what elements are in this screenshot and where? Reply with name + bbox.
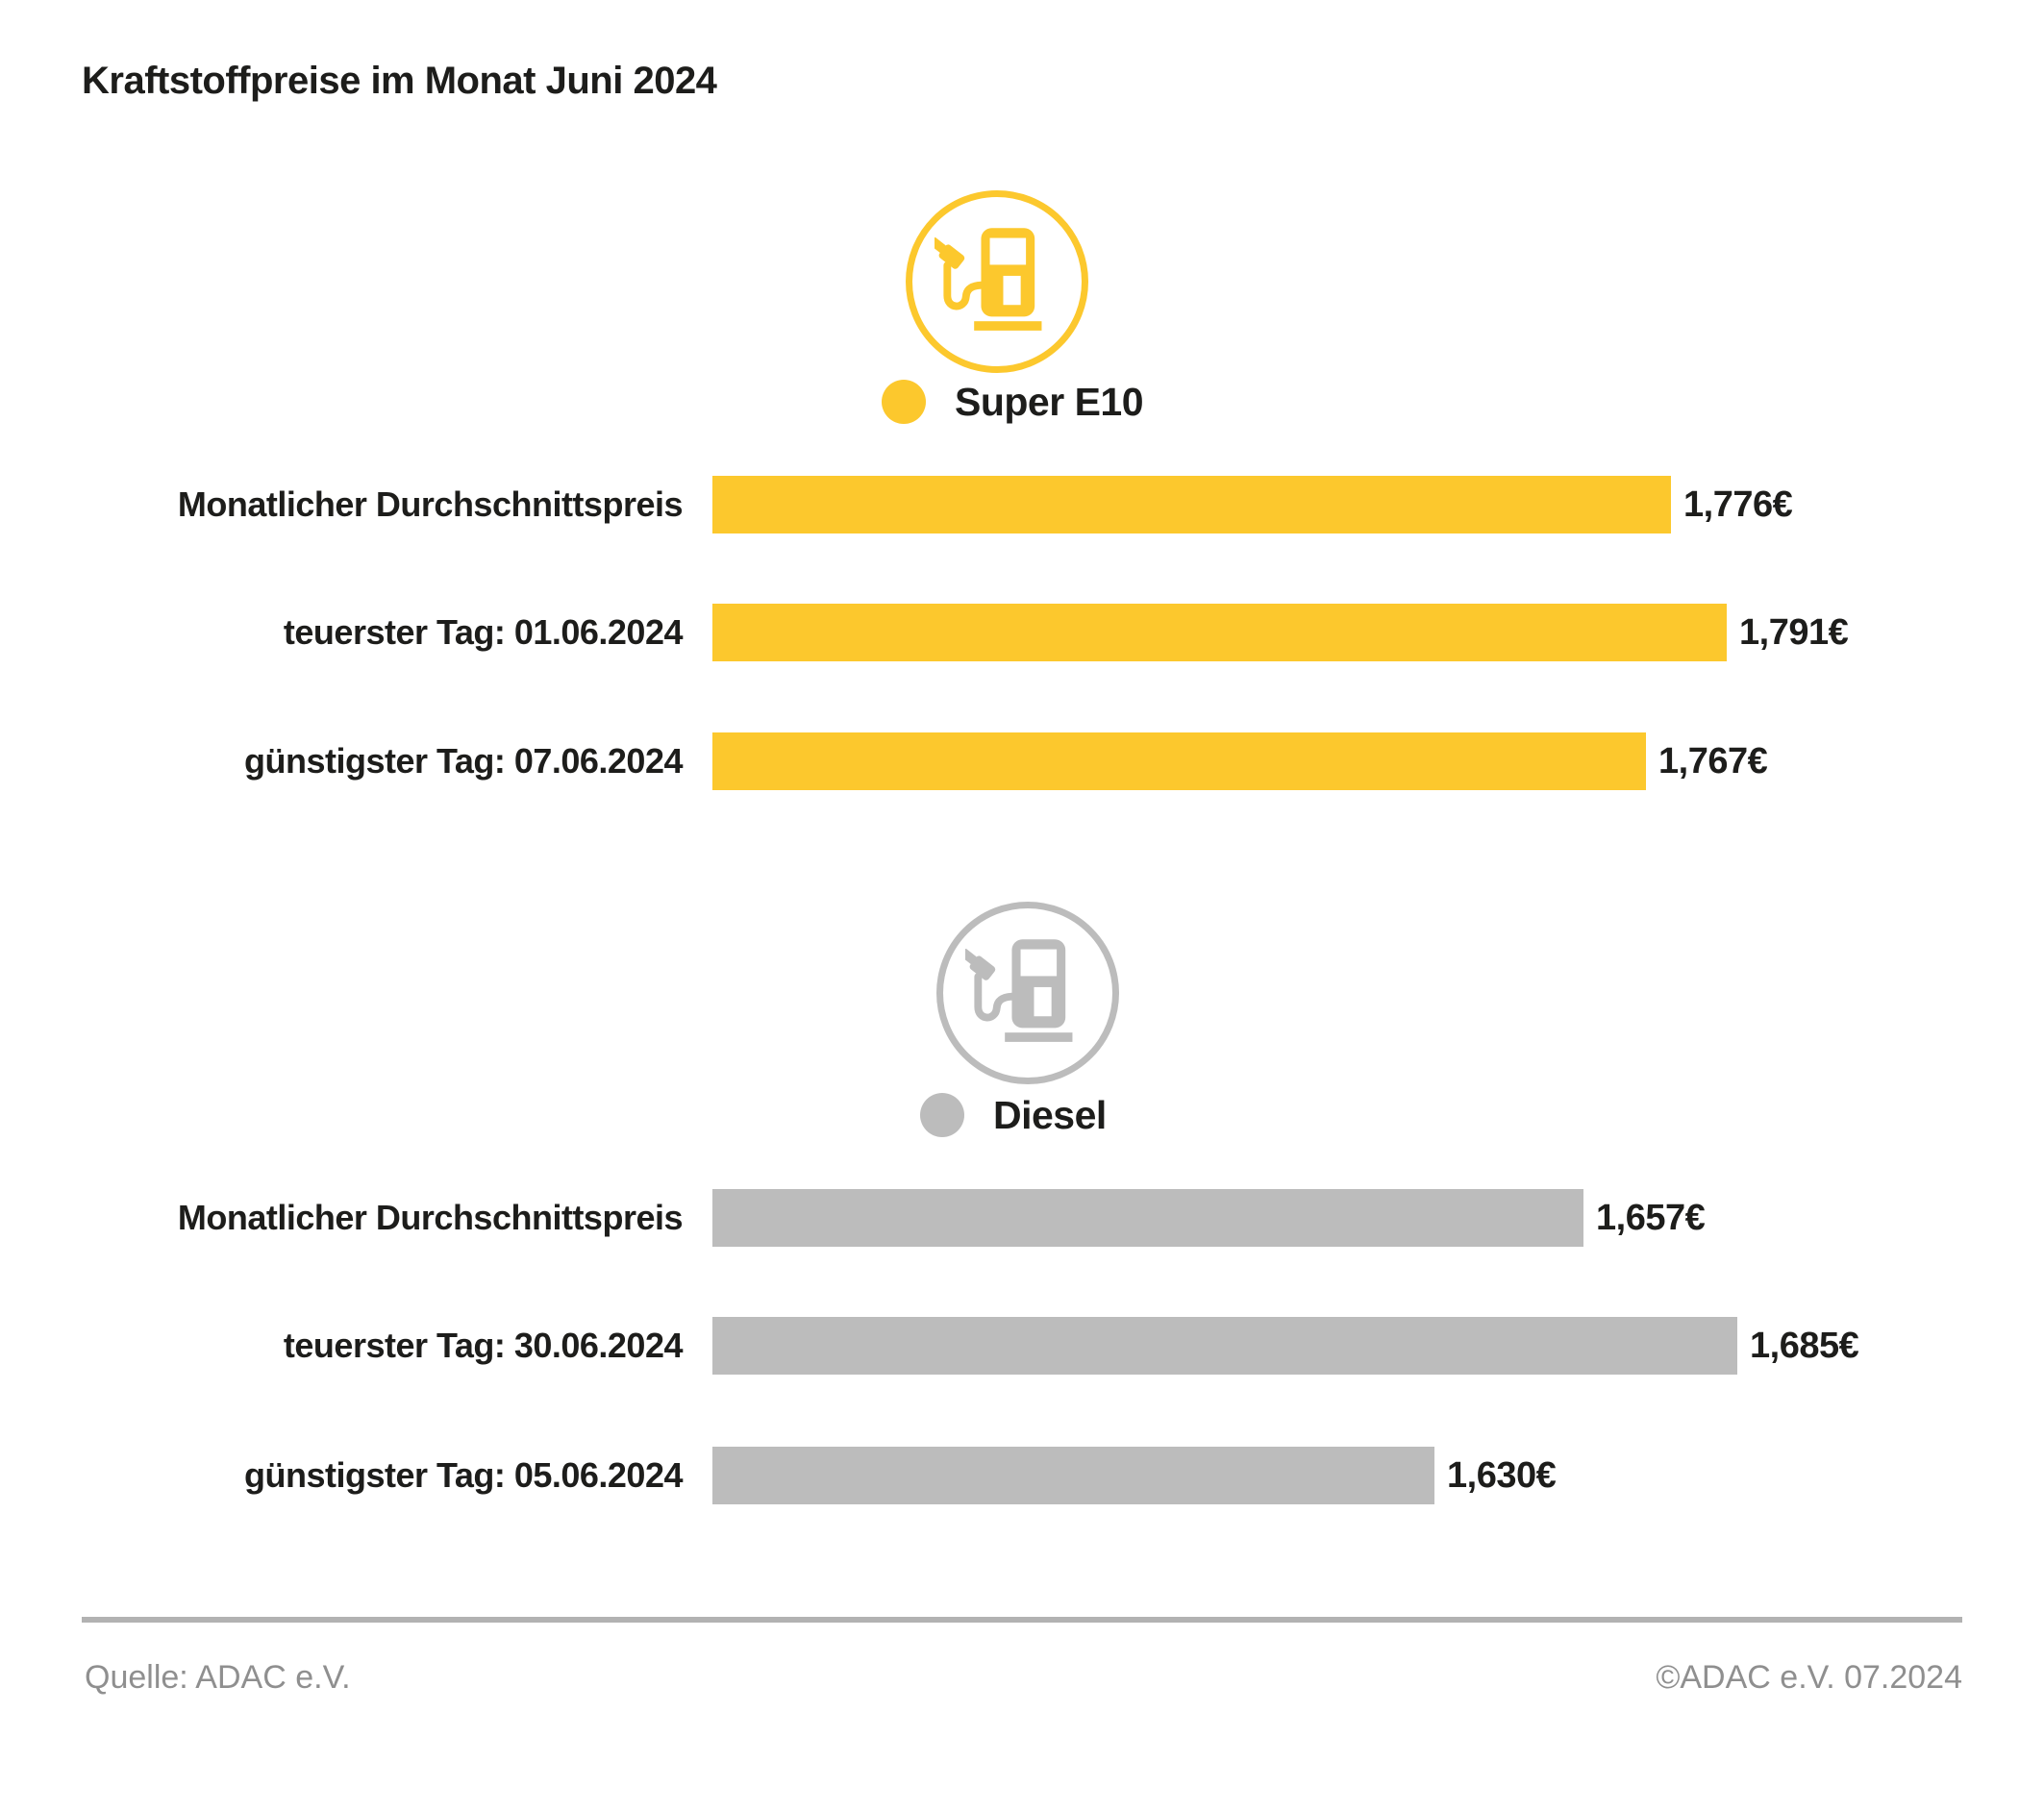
value-label: 1,657€ — [1596, 1197, 1706, 1238]
price-bar — [712, 1317, 1737, 1375]
row-label: günstigster Tag: 07.06.2024 — [243, 741, 684, 781]
footer-divider — [82, 1617, 1962, 1623]
chart-row: teuerster Tag: 01.06.2024 1,791€ — [82, 604, 1849, 661]
row-label: Monatlicher Durchschnittspreis — [177, 1198, 684, 1237]
value-label: 1,685€ — [1750, 1325, 1859, 1366]
price-bar — [712, 1447, 1434, 1504]
price-bar — [712, 732, 1646, 790]
footer-copyright: ©ADAC e.V. 07.2024 — [1656, 1659, 1962, 1696]
fuel-pump-icon — [906, 190, 1088, 373]
value-label: 1,776€ — [1683, 484, 1793, 525]
value-label: 1,767€ — [1658, 740, 1768, 781]
value-label: 1,791€ — [1739, 611, 1849, 653]
row-label: teuerster Tag: 30.06.2024 — [283, 1326, 684, 1365]
row-label: günstigster Tag: 05.06.2024 — [243, 1455, 684, 1495]
chart-row: teuerster Tag: 30.06.2024 1,685€ — [82, 1317, 1859, 1375]
price-bar — [712, 476, 1671, 533]
legend-dot — [920, 1093, 964, 1137]
legend-label: Super E10 — [955, 379, 1144, 424]
legend-diesel: Diesel — [920, 1092, 1107, 1138]
price-bar — [712, 1189, 1583, 1247]
fuel-pump-icon — [936, 902, 1119, 1084]
chart-row: Monatlicher Durchschnittspreis 1,776€ — [82, 476, 1793, 533]
value-label: 1,630€ — [1447, 1454, 1557, 1496]
chart-row: günstigster Tag: 07.06.2024 1,767€ — [82, 732, 1768, 790]
legend-super-e10: Super E10 — [882, 379, 1144, 425]
price-bar — [712, 604, 1727, 661]
footer-source: Quelle: ADAC e.V. — [85, 1659, 351, 1696]
page-title: Kraftstoffpreise im Monat Juni 2024 — [82, 60, 717, 102]
row-label: teuerster Tag: 01.06.2024 — [283, 612, 684, 652]
chart-row: Monatlicher Durchschnittspreis 1,657€ — [82, 1189, 1706, 1247]
legend-dot — [882, 380, 926, 424]
chart-row: günstigster Tag: 05.06.2024 1,630€ — [82, 1447, 1557, 1504]
legend-label: Diesel — [993, 1092, 1107, 1137]
row-label: Monatlicher Durchschnittspreis — [177, 484, 684, 524]
